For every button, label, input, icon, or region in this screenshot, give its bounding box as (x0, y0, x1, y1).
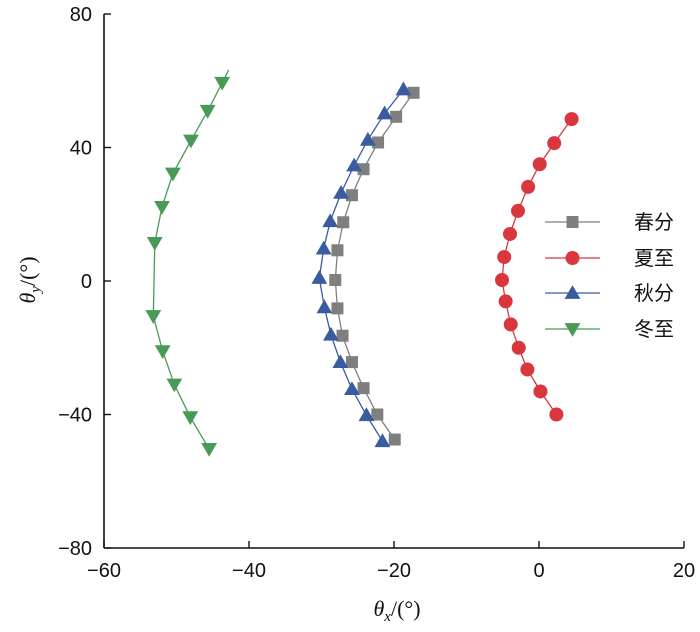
marker-triangle-up (315, 240, 332, 255)
marker-circle (547, 136, 562, 151)
marker-circle (521, 179, 536, 194)
y-tick-label: 40 (70, 138, 92, 160)
marker-circle (520, 362, 535, 377)
series-2 (495, 112, 579, 422)
marker-triangle-down (146, 237, 163, 251)
marker-circle (497, 249, 512, 264)
marker-triangle-down (154, 201, 170, 215)
marker-square (329, 273, 342, 286)
marker-square (337, 216, 350, 229)
marker-square (371, 408, 384, 421)
plot-area (145, 69, 579, 457)
marker-triangle-down (183, 134, 199, 149)
marker-triangle-down (145, 310, 162, 324)
marker-triangle-up (358, 407, 375, 422)
marker-circle (565, 251, 580, 265)
series-1 (329, 86, 420, 446)
legend-label: 夏至 (634, 246, 674, 270)
marker-triangle-up (323, 326, 339, 341)
series-line (152, 69, 230, 450)
marker-circle (511, 340, 526, 355)
marker-square (390, 110, 403, 123)
marker-square (357, 163, 370, 176)
marker-circle (533, 384, 548, 399)
y-tick-label: −80 (58, 538, 92, 560)
marker-square (345, 189, 358, 202)
marker-square (388, 433, 401, 446)
marker-triangle-up (376, 105, 393, 120)
y-tick-label: 80 (70, 4, 92, 26)
marker-triangle-down (201, 442, 218, 457)
marker-circle (498, 294, 513, 309)
marker-circle (503, 226, 517, 241)
marker-triangle-down (182, 411, 199, 426)
x-tick-label: 20 (673, 560, 695, 582)
marker-triangle-up (311, 270, 328, 284)
marker-square (336, 329, 349, 342)
legend-item-4: 冬至 (545, 317, 674, 341)
marker-triangle-down (199, 104, 216, 119)
marker-triangle-up (344, 381, 360, 396)
marker-triangle-up (360, 131, 376, 146)
y-axis-title: θy/(°) (15, 256, 44, 303)
x-tick-label: −40 (232, 560, 266, 582)
marker-triangle-down (214, 76, 231, 91)
marker-triangle-up (564, 285, 581, 299)
marker-triangle-up (374, 433, 391, 448)
marker-square (357, 382, 370, 395)
x-tick-label: −60 (87, 560, 121, 582)
marker-square (345, 356, 358, 369)
marker-circle (495, 272, 510, 287)
marker-square (407, 86, 420, 99)
marker-circle (564, 112, 579, 127)
y-tick-label: 0 (81, 271, 92, 293)
marker-triangle-up (333, 184, 349, 199)
marker-square (566, 216, 579, 228)
marker-circle (510, 203, 525, 218)
x-tick-label: 0 (533, 560, 544, 582)
marker-triangle-down (564, 323, 581, 337)
marker-triangle-up (332, 354, 349, 369)
marker-triangle-up (322, 213, 339, 228)
x-axis-title: θx/(°) (373, 596, 420, 625)
legend-label: 冬至 (634, 317, 674, 341)
marker-circle (503, 317, 518, 332)
marker-square (331, 302, 344, 315)
legend-label: 春分 (634, 210, 674, 234)
axes: −60 −40 −20 0 20 −80 −40 0 40 80 (58, 4, 695, 582)
marker-triangle-up (346, 157, 363, 172)
marker-circle (549, 407, 564, 422)
x-tick-label: −20 (377, 560, 411, 582)
marker-triangle-up (395, 81, 412, 96)
marker-triangle-up (316, 299, 333, 314)
series-4 (145, 69, 231, 457)
legend-label: 秋分 (634, 281, 674, 305)
legend-item-2: 夏至 (545, 246, 674, 270)
y-tick-label: −40 (58, 405, 92, 427)
marker-square (331, 244, 344, 257)
series-3 (311, 81, 412, 448)
marker-triangle-down (164, 167, 181, 182)
marker-triangle-down (154, 345, 171, 359)
marker-triangle-down (166, 378, 183, 393)
legend-item-3: 秋分 (545, 281, 674, 305)
marker-circle (532, 157, 547, 172)
legend-item-1: 春分 (545, 210, 674, 234)
